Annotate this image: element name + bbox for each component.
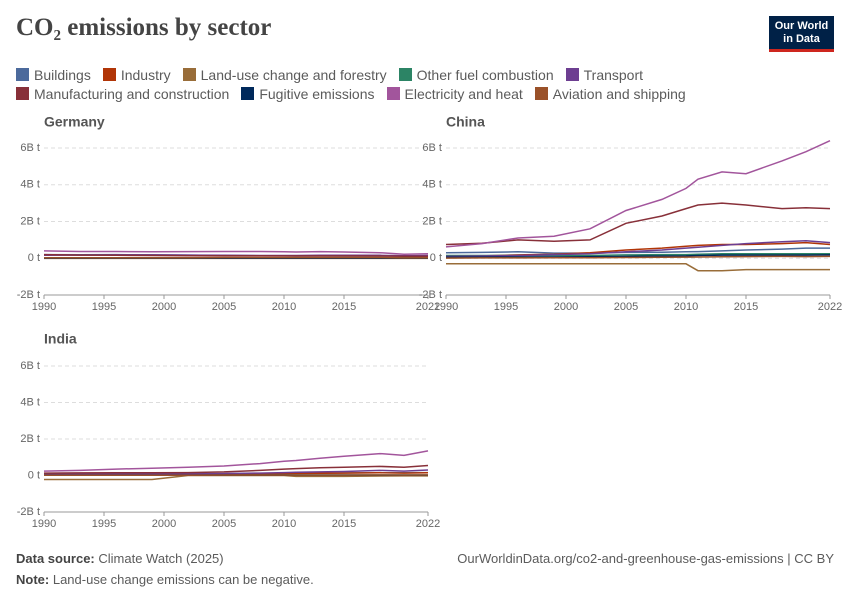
x-tick-label: 1995 — [92, 518, 116, 530]
page-title: CO₂ emissions by sector — [16, 14, 272, 41]
series-line — [445, 247, 830, 254]
x-tick-label: 2005 — [614, 301, 638, 313]
y-tick-label: 0 t — [430, 252, 442, 264]
logo[interactable]: Our World in Data — [769, 16, 834, 52]
y-tick-label: 2B t — [20, 215, 40, 227]
legend: Buildings Industry Land-use change and for… — [16, 65, 736, 103]
y-tick-label: 6B t — [422, 142, 442, 154]
series-line — [445, 254, 831, 259]
panel-title: India — [44, 331, 77, 347]
y-tick-label: 2B t — [20, 433, 40, 445]
x-tick-label: 2000 — [152, 301, 176, 313]
x-tick-label: 2022 — [416, 301, 440, 313]
legend-label: Other fuel combustion — [416, 66, 554, 83]
legend-swatch — [102, 68, 116, 81]
legend-item[interactable]: Buildings — [16, 65, 91, 84]
legend-swatch — [16, 68, 29, 81]
series-line — [43, 253, 428, 257]
x-tick-label: 2000 — [152, 518, 176, 530]
legend-swatch — [241, 87, 255, 100]
legend-item[interactable]: Industry — [102, 65, 171, 84]
source-line: Data source: Climate Watch (2025) OurWor… — [16, 548, 834, 569]
y-tick-label: 4B t — [422, 179, 442, 191]
x-tick-label: 2010 — [272, 301, 296, 313]
y-tick-label: 2B t — [422, 215, 442, 227]
legend-swatch — [182, 68, 196, 81]
x-tick-label: 2022 — [416, 518, 440, 530]
x-tick-label: 2010 — [272, 518, 296, 530]
legend-item[interactable]: Manufacturing and construction — [16, 84, 229, 103]
legend-swatch — [398, 68, 412, 81]
y-tick-label: 4B t — [20, 396, 40, 408]
x-tick-label: 2022 — [818, 301, 842, 313]
url[interactable]: OurWorldinData.org/co2-and-greenhouse-ga… — [457, 551, 834, 566]
series-line — [43, 450, 429, 472]
legend-label: Electricity and heat — [404, 85, 523, 102]
series-line — [43, 250, 429, 255]
legend-swatch — [16, 87, 29, 100]
x-tick-label: 2010 — [674, 301, 698, 313]
y-tick-label: 6B t — [20, 142, 40, 154]
y-tick-label: -2B t — [17, 289, 40, 301]
series-line — [445, 202, 831, 246]
series-line — [446, 263, 830, 272]
legend-label: Industry — [120, 66, 171, 83]
series-line — [445, 240, 831, 258]
legend-label: Manufacturing and construction — [34, 85, 230, 102]
x-tick-label: 2000 — [554, 301, 578, 313]
legend-label: Fugitive emissions — [259, 85, 375, 102]
legend-item[interactable]: Fugitive emissions — [241, 84, 375, 103]
charts: Germany -2B t 0 t 2B t 4B t 6B t 1990 1995 2000 2… — [17, 114, 842, 530]
series-line — [43, 464, 429, 474]
note: Land-use change emissions can be negativ… — [52, 572, 314, 587]
source: Climate Watch (2025) — [98, 551, 224, 566]
note-label: Note: — [16, 572, 50, 587]
y-tick-label: -2B t — [17, 506, 40, 518]
y-tick-label: 0 t — [28, 469, 40, 481]
legend-swatch — [386, 87, 400, 100]
series-line — [445, 255, 831, 259]
panel-title: Germany — [44, 114, 105, 130]
legend-label: Land-use change and forestry — [200, 66, 387, 83]
legend-item[interactable]: Other fuel combustion — [398, 65, 554, 84]
x-tick-label: 2005 — [212, 301, 236, 313]
y-tick-label: 4B t — [20, 179, 40, 191]
legend-item[interactable]: Transport — [565, 65, 644, 84]
legend-label: Buildings — [34, 66, 91, 83]
y-tick-label: 0 t — [28, 252, 40, 264]
x-tick-label: 1995 — [494, 301, 518, 313]
source-label: Data source: — [16, 551, 95, 566]
note-line: Note: Land-use change emissions can be n… — [16, 569, 834, 590]
legend-label: Aviation and shipping — [552, 85, 686, 102]
legend-item[interactable]: Aviation and shipping — [534, 84, 686, 103]
legend-item[interactable]: Land-use change and forestry — [182, 65, 387, 84]
series-line — [43, 469, 429, 475]
x-tick-label: 2015 — [734, 301, 758, 313]
footer: Data source: Climate Watch (2025) OurWor… — [16, 548, 834, 590]
panel-title: China — [446, 114, 485, 130]
x-tick-label: 2015 — [332, 301, 356, 313]
legend-swatch — [534, 87, 548, 100]
series-line — [445, 140, 831, 248]
x-tick-label: 1990 — [434, 301, 458, 313]
legend-item[interactable]: Electricity and heat — [386, 84, 523, 103]
x-tick-label: 1990 — [32, 518, 56, 530]
x-tick-label: 2015 — [332, 518, 356, 530]
x-tick-label: 1990 — [32, 301, 56, 313]
series-line — [44, 474, 428, 481]
legend-label: Transport — [583, 66, 644, 83]
legend-swatch — [565, 68, 579, 81]
x-tick-label: 1995 — [92, 301, 116, 313]
x-tick-label: 2005 — [212, 518, 236, 530]
y-tick-label: 6B t — [20, 360, 40, 372]
y-tick-label: -2B t — [419, 289, 442, 301]
